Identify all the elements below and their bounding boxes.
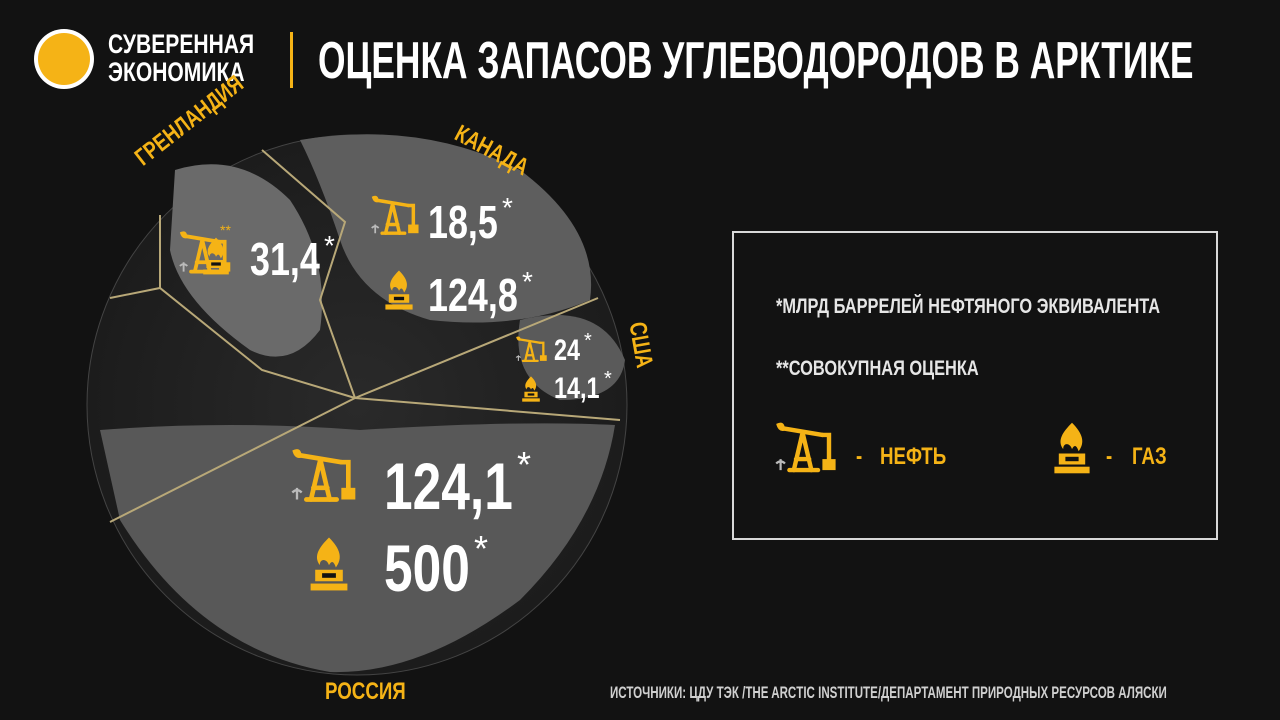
usa-gas-value: 14,1 <box>554 372 600 405</box>
russia-oil-value: 124,1 <box>384 449 513 523</box>
oil-legend-label: НЕФТЬ <box>880 443 947 470</box>
bear-icon <box>38 33 90 85</box>
usa-oil-value: 24 <box>554 334 581 367</box>
russia-land <box>100 423 615 673</box>
asterisk: * <box>474 528 489 569</box>
russia-label: РОССИЯ <box>325 678 406 705</box>
gas-legend-label: ГАЗ <box>1132 443 1167 470</box>
asterisk: * <box>502 192 513 223</box>
gas-flame-icon <box>1050 419 1094 477</box>
brand-line2: ЭКОНОМИКА <box>108 57 245 87</box>
combined-mark: ** <box>220 222 231 238</box>
gas-flame-icon <box>306 534 352 594</box>
header-divider <box>290 32 293 88</box>
oil-pumpjack-icon <box>774 416 840 478</box>
oil-pumpjack-icon <box>515 334 549 364</box>
greenland-combined-value: 31,4 <box>250 233 320 285</box>
oil-pumpjack-icon <box>290 445 360 505</box>
russia-gas-value: 500 <box>384 531 470 605</box>
gas-flame-icon <box>200 236 232 276</box>
gas-dash: - <box>1106 443 1113 470</box>
canada-land <box>300 134 592 323</box>
unit-note: *МЛРД БАРРЕЛЕЙ НЕФТЯНОГО ЭКВИВАЛЕНТА <box>776 295 1161 318</box>
asterisk: * <box>517 444 532 485</box>
brand-name: СУВЕРЕННАЯ ЭКОНОМИКА <box>108 30 295 86</box>
canada-gas-value: 124,8 <box>428 269 518 321</box>
gas-flame-icon <box>382 268 416 312</box>
greenland-land <box>170 164 322 357</box>
canada-oil-value: 18,5 <box>428 196 498 248</box>
oil-pumpjack-icon <box>370 192 422 238</box>
asterisk: * <box>522 266 533 297</box>
asterisk: * <box>324 230 335 261</box>
asterisk: * <box>604 368 612 390</box>
alaska-land <box>518 315 625 400</box>
oil-dash: - <box>856 443 863 470</box>
combined-note: **СОВОКУПНАЯ ОЦЕНКА <box>776 357 979 380</box>
sources: ИСТОЧНИКИ: ЦДУ ТЭК /THE ARCTIC INSTITUTE… <box>610 683 1167 702</box>
page-title: ОЦЕНКА ЗАПАСОВ УГЛЕВОДОРОДОВ В АРКТИКЕ <box>318 32 1194 90</box>
gas-flame-icon <box>520 375 542 403</box>
brand-logo <box>34 29 94 89</box>
region-borders <box>109 149 621 523</box>
legend-box: *МЛРД БАРРЕЛЕЙ НЕФТЯНОГО ЭКВИВАЛЕНТА **С… <box>732 231 1218 540</box>
brand-line1: СУВЕРЕННАЯ <box>108 29 255 59</box>
asterisk: * <box>584 330 592 352</box>
